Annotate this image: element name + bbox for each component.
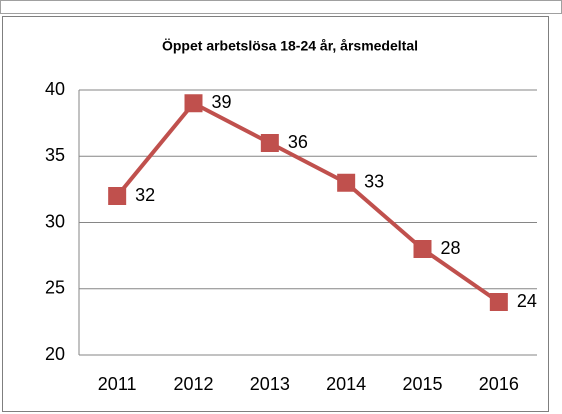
y-tick-label: 35 bbox=[45, 145, 65, 165]
marker bbox=[184, 94, 203, 113]
x-tick-label: 2013 bbox=[250, 374, 290, 394]
y-tick-label: 20 bbox=[45, 344, 65, 364]
data-label: 28 bbox=[441, 238, 461, 258]
top-frame bbox=[0, 0, 562, 14]
x-tick-label: 2014 bbox=[326, 374, 366, 394]
marker bbox=[489, 293, 508, 311]
chart-border bbox=[2, 16, 549, 412]
data-label: 32 bbox=[135, 185, 155, 205]
x-tick-label: 2015 bbox=[402, 374, 442, 394]
marker bbox=[108, 187, 127, 205]
x-tick-label: 2016 bbox=[479, 374, 519, 394]
x-tick-label: 2012 bbox=[173, 374, 213, 394]
line bbox=[115, 101, 500, 304]
y-tick-label: 40 bbox=[45, 79, 65, 99]
data-label: 39 bbox=[212, 92, 232, 112]
marker bbox=[260, 134, 279, 152]
marker bbox=[413, 240, 432, 258]
marker bbox=[337, 173, 356, 192]
data-label: 36 bbox=[288, 132, 308, 152]
x-tick-label: 2011 bbox=[98, 374, 137, 394]
y-tick-label: 30 bbox=[45, 211, 65, 231]
data-label: 24 bbox=[517, 291, 537, 311]
chart-title: Öppet arbetslösa 18-24 år, årsmedeltal bbox=[162, 38, 418, 54]
y-tick-label: 25 bbox=[45, 278, 65, 298]
data-label: 33 bbox=[364, 172, 384, 192]
